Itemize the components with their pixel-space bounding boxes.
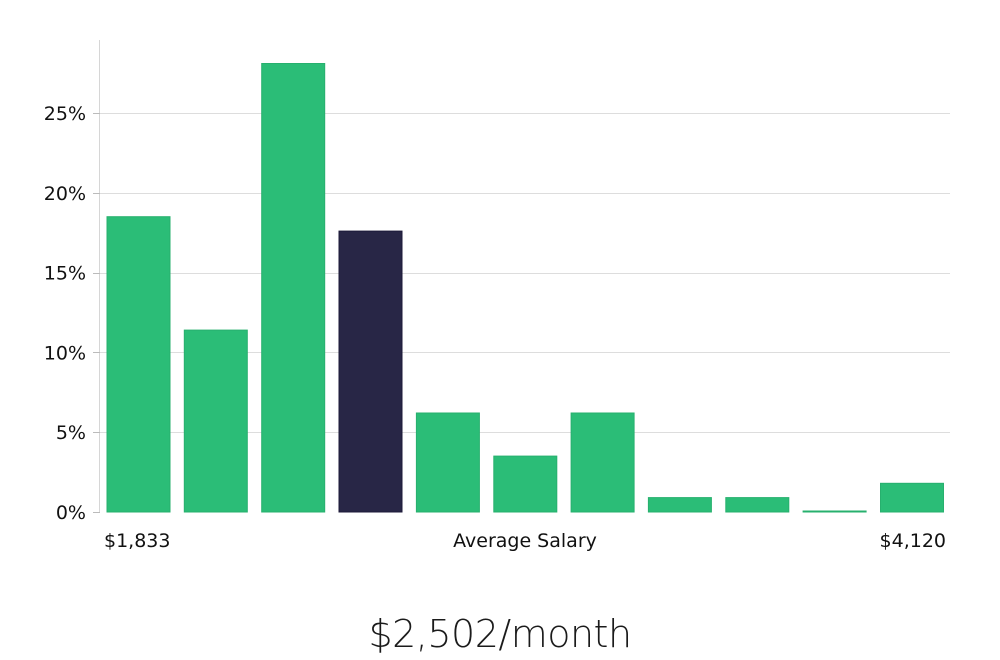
bar <box>570 412 635 513</box>
y-tick-label: 15% <box>44 263 86 285</box>
x-min-label: $1,833 <box>104 530 170 552</box>
bar-highlighted <box>338 230 403 513</box>
bar <box>183 329 248 513</box>
bar <box>880 482 944 513</box>
y-tick-labels: 0% 5% 10% 15% 20% 25% <box>44 103 100 524</box>
y-tick-label: 5% <box>56 422 86 444</box>
x-max-label: $4,120 <box>880 530 946 552</box>
bar <box>106 216 171 513</box>
bar <box>647 497 712 513</box>
average-salary-value: $2,502/month <box>368 612 632 656</box>
x-axis-label: Average Salary <box>453 530 597 552</box>
bar <box>493 455 558 513</box>
bar <box>415 412 480 513</box>
y-tick-label: 20% <box>44 183 86 205</box>
bar <box>725 497 790 513</box>
bar <box>802 510 867 513</box>
y-tick-label: 0% <box>56 502 86 524</box>
bars <box>106 63 944 513</box>
y-tick-label: 25% <box>44 103 86 125</box>
salary-histogram: 0% 5% 10% 15% 20% 25% $1,833 Average Salary $… <box>44 40 950 552</box>
bar <box>261 63 326 513</box>
y-tick-label: 10% <box>44 342 86 364</box>
